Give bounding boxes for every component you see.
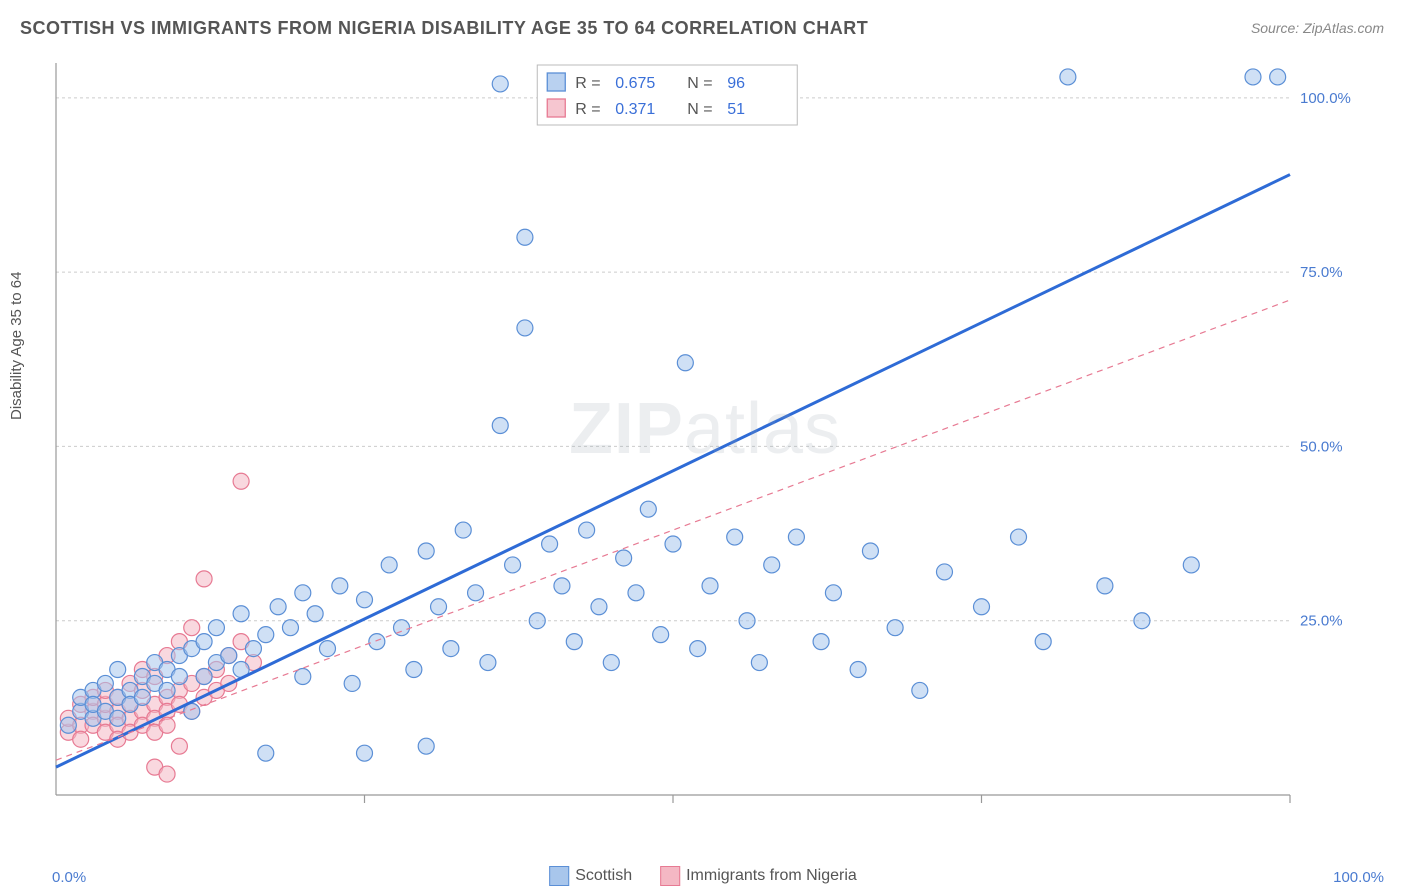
svg-text:100.0%: 100.0% bbox=[1300, 90, 1351, 107]
scatter-plot: 25.0% 50.0% 75.0% 100.0% R = 0.675 N = 96 R = 0.3… bbox=[50, 55, 1360, 835]
chart-svg: 25.0% 50.0% 75.0% 100.0% R = 0.675 N = 96 R = 0.3… bbox=[50, 55, 1360, 835]
svg-text:75.0%: 75.0% bbox=[1300, 264, 1343, 281]
svg-text:N =: N = bbox=[687, 75, 712, 92]
svg-text:N =: N = bbox=[687, 101, 712, 118]
swatch-icon bbox=[549, 866, 569, 886]
svg-text:0.675: 0.675 bbox=[615, 75, 655, 92]
source-attribution: Source: ZipAtlas.com bbox=[1251, 20, 1384, 36]
svg-text:R =: R = bbox=[575, 75, 600, 92]
chart-title: SCOTTISH VS IMMIGRANTS FROM NIGERIA DISA… bbox=[20, 18, 868, 39]
svg-text:25.0%: 25.0% bbox=[1300, 613, 1343, 630]
svg-text:0.371: 0.371 bbox=[615, 101, 655, 118]
svg-text:51: 51 bbox=[727, 101, 745, 118]
series-legend: Scottish Immigrants from Nigeria bbox=[549, 866, 857, 886]
svg-text:96: 96 bbox=[727, 75, 745, 92]
x-axis-max-label: 100.0% bbox=[1333, 869, 1384, 886]
legend-item-scottish: Scottish bbox=[549, 866, 632, 886]
svg-text:R =: R = bbox=[575, 101, 600, 118]
legend-label: Scottish bbox=[575, 867, 632, 884]
swatch-icon bbox=[660, 866, 680, 886]
svg-text:50.0%: 50.0% bbox=[1300, 438, 1343, 455]
y-axis-label: Disability Age 35 to 64 bbox=[8, 272, 25, 420]
x-axis-min-label: 0.0% bbox=[52, 869, 86, 886]
legend-label: Immigrants from Nigeria bbox=[686, 867, 857, 884]
legend-item-nigeria: Immigrants from Nigeria bbox=[660, 866, 857, 886]
